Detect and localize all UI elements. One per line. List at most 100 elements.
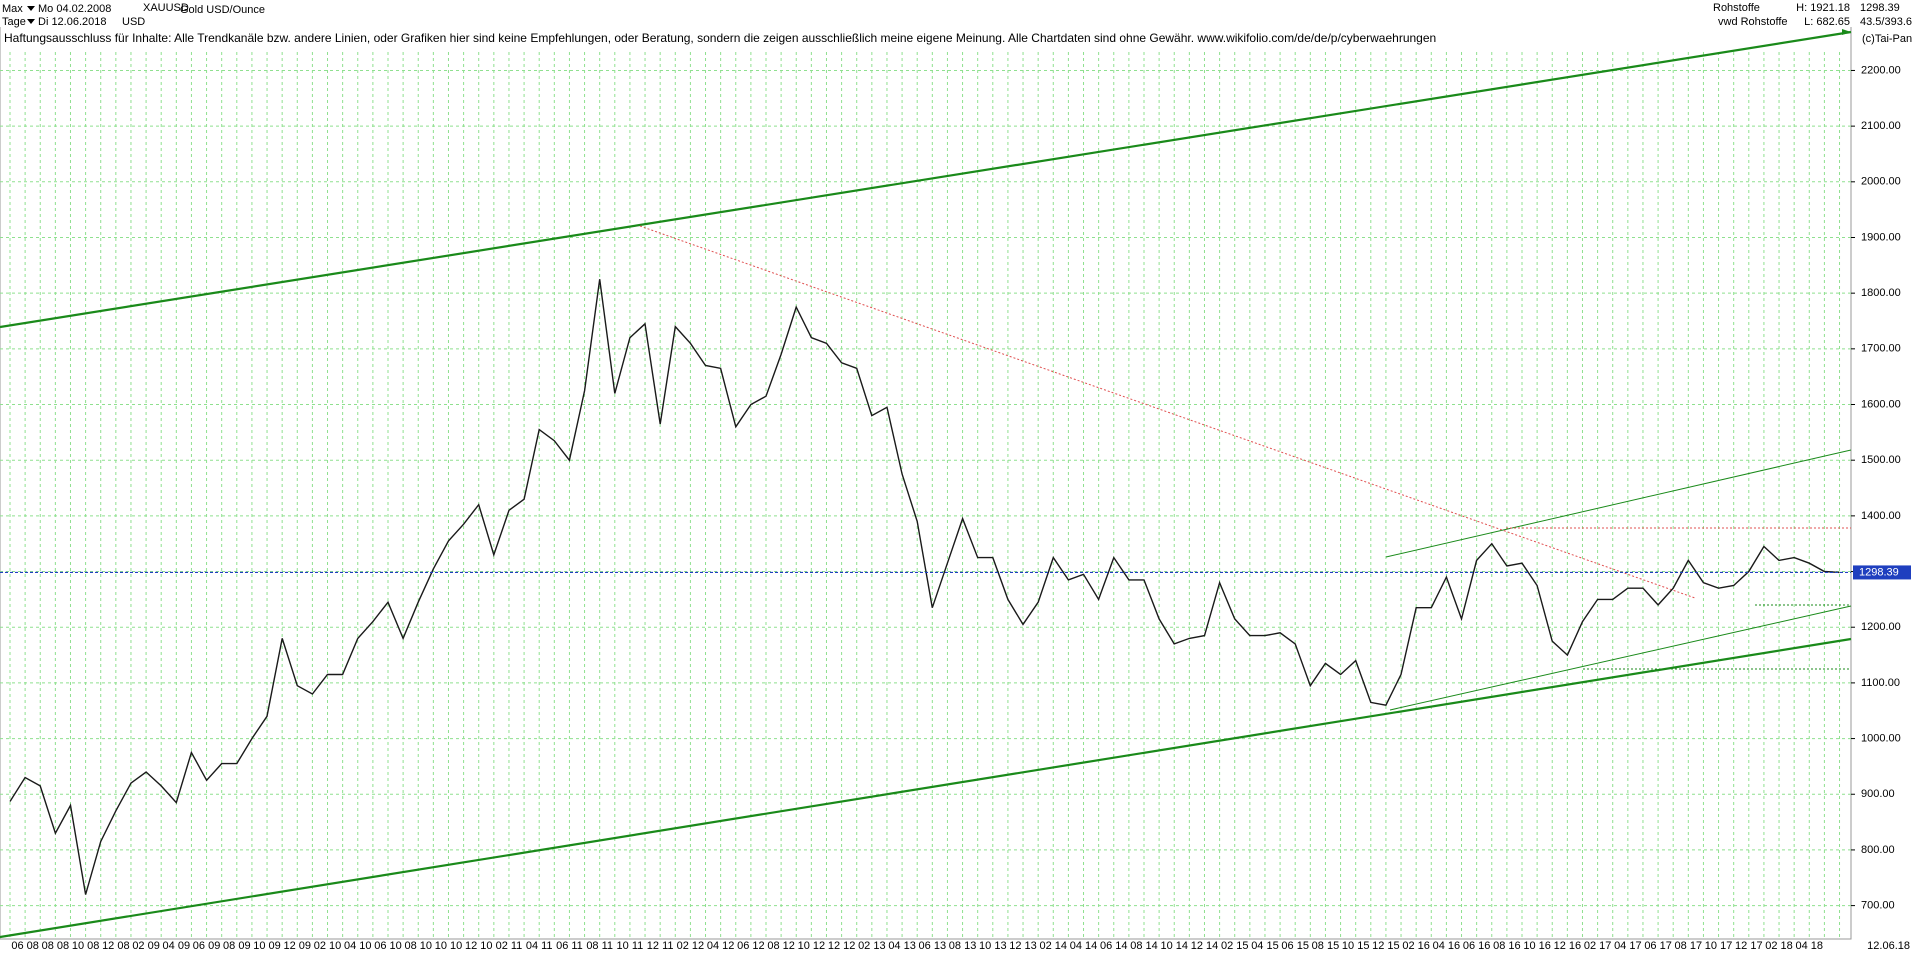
x-tick-label: 12 16	[1554, 940, 1582, 952]
range: Max	[2, 3, 23, 15]
x-tick-label: 10 10	[435, 940, 463, 952]
y-tick-label: 1000.00	[1861, 732, 1901, 744]
date-to: Di 12.06.2018	[38, 16, 107, 28]
x-tick-label: 12 11	[647, 940, 674, 952]
x-tick-label: 10 17	[1705, 940, 1733, 952]
x-tick-label: 06 11	[556, 940, 583, 952]
x-tick-label: 02 15	[1221, 940, 1249, 952]
x-tick-label: 04 14	[1070, 940, 1098, 952]
x-tick-label: 12 14	[1191, 940, 1219, 952]
x-tick-label: 02 14	[1040, 940, 1068, 952]
x-tick-label: 10 09	[253, 940, 281, 952]
trend-channel-bottom	[0, 637, 1852, 939]
x-tick-label: 04 12	[707, 940, 735, 952]
copyright: (c)Tai-Pan	[1862, 33, 1912, 45]
last-price-label: 1298.39	[1859, 566, 1899, 578]
price-line	[9, 279, 1840, 895]
x-tick-label: 10 16	[1523, 940, 1551, 952]
x-tick-label: 08 10	[404, 940, 432, 952]
x-tick-label: 10 12	[798, 940, 826, 952]
x-tick-label: 02 09	[132, 940, 160, 952]
symbol: XAUUSD	[143, 2, 189, 14]
y-tick-label: 800.00	[1861, 844, 1895, 856]
x-tick-label: 02 18	[1765, 940, 1793, 952]
x-tick-label: 10 08	[72, 940, 100, 952]
period: Tage	[2, 16, 26, 28]
trend-line-upper	[1385, 449, 1852, 558]
currency: USD	[122, 16, 145, 28]
x-tick-label: 08 12	[767, 940, 795, 952]
x-tick-label: 12 17	[1735, 940, 1763, 952]
x-tick-label: 08 14	[1130, 940, 1158, 952]
low: L: 682.65	[1804, 16, 1850, 28]
date-from: Mo 04.02.2008	[38, 3, 111, 15]
ratio: 43.5/393.6	[1860, 16, 1912, 28]
x-tick-label: 08 13	[949, 940, 977, 952]
x-tick-label: 02 16	[1402, 940, 1430, 952]
x-tick-label: 04 11	[526, 940, 553, 952]
x-tick-label: 04 18	[1796, 940, 1824, 952]
source: Rohstoffe	[1713, 2, 1760, 14]
x-tick-label: 08 17	[1675, 940, 1703, 952]
y-tick-label: 2100.00	[1861, 120, 1901, 132]
end-date: 12.06.18	[1867, 940, 1910, 952]
trend-line-down	[639, 225, 1696, 599]
x-tick-label: 06 14	[1100, 940, 1128, 952]
y-tick-label: 2200.00	[1861, 64, 1901, 76]
x-tick-label: 06 15	[1281, 940, 1309, 952]
x-tick-label: 08 09	[223, 940, 251, 952]
x-tick-label: 08 08	[42, 940, 70, 952]
x-tick-label: 04 16	[1433, 940, 1461, 952]
x-tick-label: 12 10	[465, 940, 493, 952]
x-tick-label: 10 15	[1342, 940, 1370, 952]
x-tick-label: 08 11	[586, 940, 613, 952]
header-bg	[0, 0, 1912, 27]
x-tick-label: 02 11	[496, 940, 523, 952]
y-tick-label: 1600.00	[1861, 398, 1901, 410]
x-tick-label: 08 16	[1493, 940, 1521, 952]
x-tick-label: 10 14	[1160, 940, 1188, 952]
last-price-box	[1853, 565, 1911, 580]
y-tick-label: 1500.00	[1861, 454, 1901, 466]
x-tick-label: 06 08	[11, 940, 39, 952]
trend-line-lower	[1389, 605, 1852, 711]
x-tick-label: 06 17	[1644, 940, 1672, 952]
x-tick-label: 04 17	[1614, 940, 1642, 952]
x-tick-label: 06 13	[919, 940, 947, 952]
x-tick-label: 02 13	[858, 940, 886, 952]
x-tick-label: 10 11	[617, 940, 644, 952]
x-tick-label: 04 13	[888, 940, 916, 952]
y-tick-label: 1400.00	[1861, 510, 1901, 522]
x-tick-label: 02 10	[314, 940, 342, 952]
x-tick-label: 12 15	[1372, 940, 1400, 952]
y-tick-label: 1100.00	[1861, 677, 1900, 689]
x-tick-label: 12 13	[1009, 940, 1037, 952]
y-tick-label: 2000.00	[1861, 176, 1901, 188]
y-tick-label: 700.00	[1861, 900, 1895, 912]
y-tick-label: 1800.00	[1861, 287, 1901, 299]
grid	[0, 52, 1851, 939]
y-tick-label: 1700.00	[1861, 343, 1901, 355]
x-tick-label: 02 17	[1584, 940, 1612, 952]
x-tick-label: 08 15	[1312, 940, 1340, 952]
x-tick-label: 12 08	[102, 940, 130, 952]
last: 1298.39	[1860, 2, 1900, 14]
dropdown-arrow[interactable]	[27, 19, 35, 24]
x-tick-label: 06 09	[193, 940, 221, 952]
series	[9, 279, 1840, 895]
y-tick-label: 900.00	[1861, 788, 1895, 800]
y-tick-label: 1900.00	[1861, 231, 1901, 243]
dropdown-arrow[interactable]	[27, 6, 35, 11]
x-tick-label: 10 13	[979, 940, 1007, 952]
trend-channel-top	[0, 30, 1852, 329]
x-tick-label: 04 09	[163, 940, 191, 952]
disclaimer: Haftungsausschluss für Inhalte: Alle Tre…	[4, 31, 1436, 45]
source2: vwd Rohstoffe	[1718, 16, 1788, 28]
plot-frame	[0, 0, 1852, 940]
x-tick-label: 04 10	[344, 940, 372, 952]
x-tick-label: 06 10	[374, 940, 402, 952]
arrow	[1842, 29, 1851, 35]
high: H: 1921.18	[1796, 2, 1850, 14]
x-tick-label: 06 16	[1463, 940, 1491, 952]
